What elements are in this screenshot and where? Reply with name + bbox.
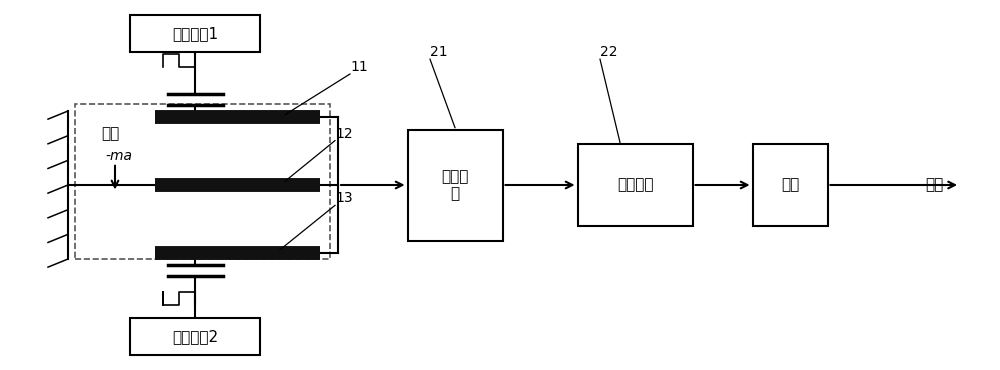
Bar — [130, 318, 260, 355]
Text: 电荷放
大: 电荷放 大 — [441, 169, 469, 201]
Text: 激励信号1: 激励信号1 — [172, 26, 218, 41]
Text: 相敏解调: 相敏解调 — [617, 178, 653, 192]
Text: 表头: 表头 — [101, 126, 119, 141]
Text: 21: 21 — [430, 45, 448, 59]
Text: 激励信号2: 激励信号2 — [172, 329, 218, 344]
Bar — [578, 144, 692, 226]
Bar — [753, 144, 828, 226]
Text: 22: 22 — [600, 45, 618, 59]
Text: -ma: -ma — [105, 149, 132, 163]
Text: 11: 11 — [350, 60, 368, 74]
Bar — [408, 130, 503, 240]
Bar — [75, 104, 330, 259]
Text: 13: 13 — [335, 191, 353, 205]
Text: 12: 12 — [335, 127, 353, 141]
Bar — [130, 15, 260, 52]
Text: 放大: 放大 — [781, 178, 799, 192]
Text: 输出: 输出 — [925, 178, 943, 192]
